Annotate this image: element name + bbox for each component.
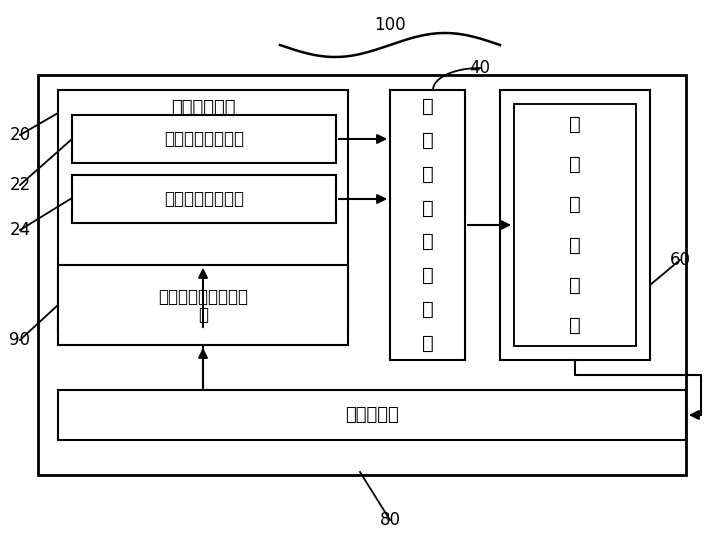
Text: 模: 模 <box>569 276 581 295</box>
Text: 演: 演 <box>569 195 581 214</box>
Text: 晶体演化实时监控模: 晶体演化实时监控模 <box>158 288 248 306</box>
Text: 体: 体 <box>569 155 581 174</box>
Text: 块: 块 <box>569 316 581 335</box>
Text: 能: 能 <box>422 165 434 184</box>
Text: 40: 40 <box>470 59 491 77</box>
Bar <box>390 90 465 360</box>
Text: 块: 块 <box>422 334 434 353</box>
Text: 计: 计 <box>422 232 434 252</box>
Text: 80: 80 <box>379 511 400 529</box>
Text: 人工晶体生成模块: 人工晶体生成模块 <box>164 130 244 148</box>
Text: 20: 20 <box>9 126 30 144</box>
Text: 24: 24 <box>9 221 30 239</box>
Text: 晶体生成模块: 晶体生成模块 <box>171 99 235 117</box>
Text: 晶: 晶 <box>569 115 581 134</box>
Text: 90: 90 <box>9 331 30 349</box>
Text: 晶体数据库: 晶体数据库 <box>345 406 399 424</box>
Text: 量: 量 <box>422 199 434 217</box>
Text: 22: 22 <box>9 176 30 194</box>
Text: 模: 模 <box>422 300 434 319</box>
Bar <box>514 104 636 346</box>
Text: 体: 体 <box>422 131 434 150</box>
Bar <box>72 115 336 163</box>
Bar <box>72 175 336 223</box>
Bar <box>58 390 686 440</box>
Text: 60: 60 <box>669 251 690 269</box>
Bar <box>500 90 650 360</box>
Text: 化: 化 <box>569 236 581 255</box>
Text: 算: 算 <box>422 266 434 285</box>
Bar <box>38 75 686 475</box>
Text: 100: 100 <box>374 16 406 34</box>
Text: 自动晶体生成模块: 自动晶体生成模块 <box>164 190 244 208</box>
Bar <box>58 90 348 330</box>
Text: 晶: 晶 <box>422 98 434 116</box>
Text: 块: 块 <box>198 306 208 324</box>
Bar <box>58 265 348 345</box>
